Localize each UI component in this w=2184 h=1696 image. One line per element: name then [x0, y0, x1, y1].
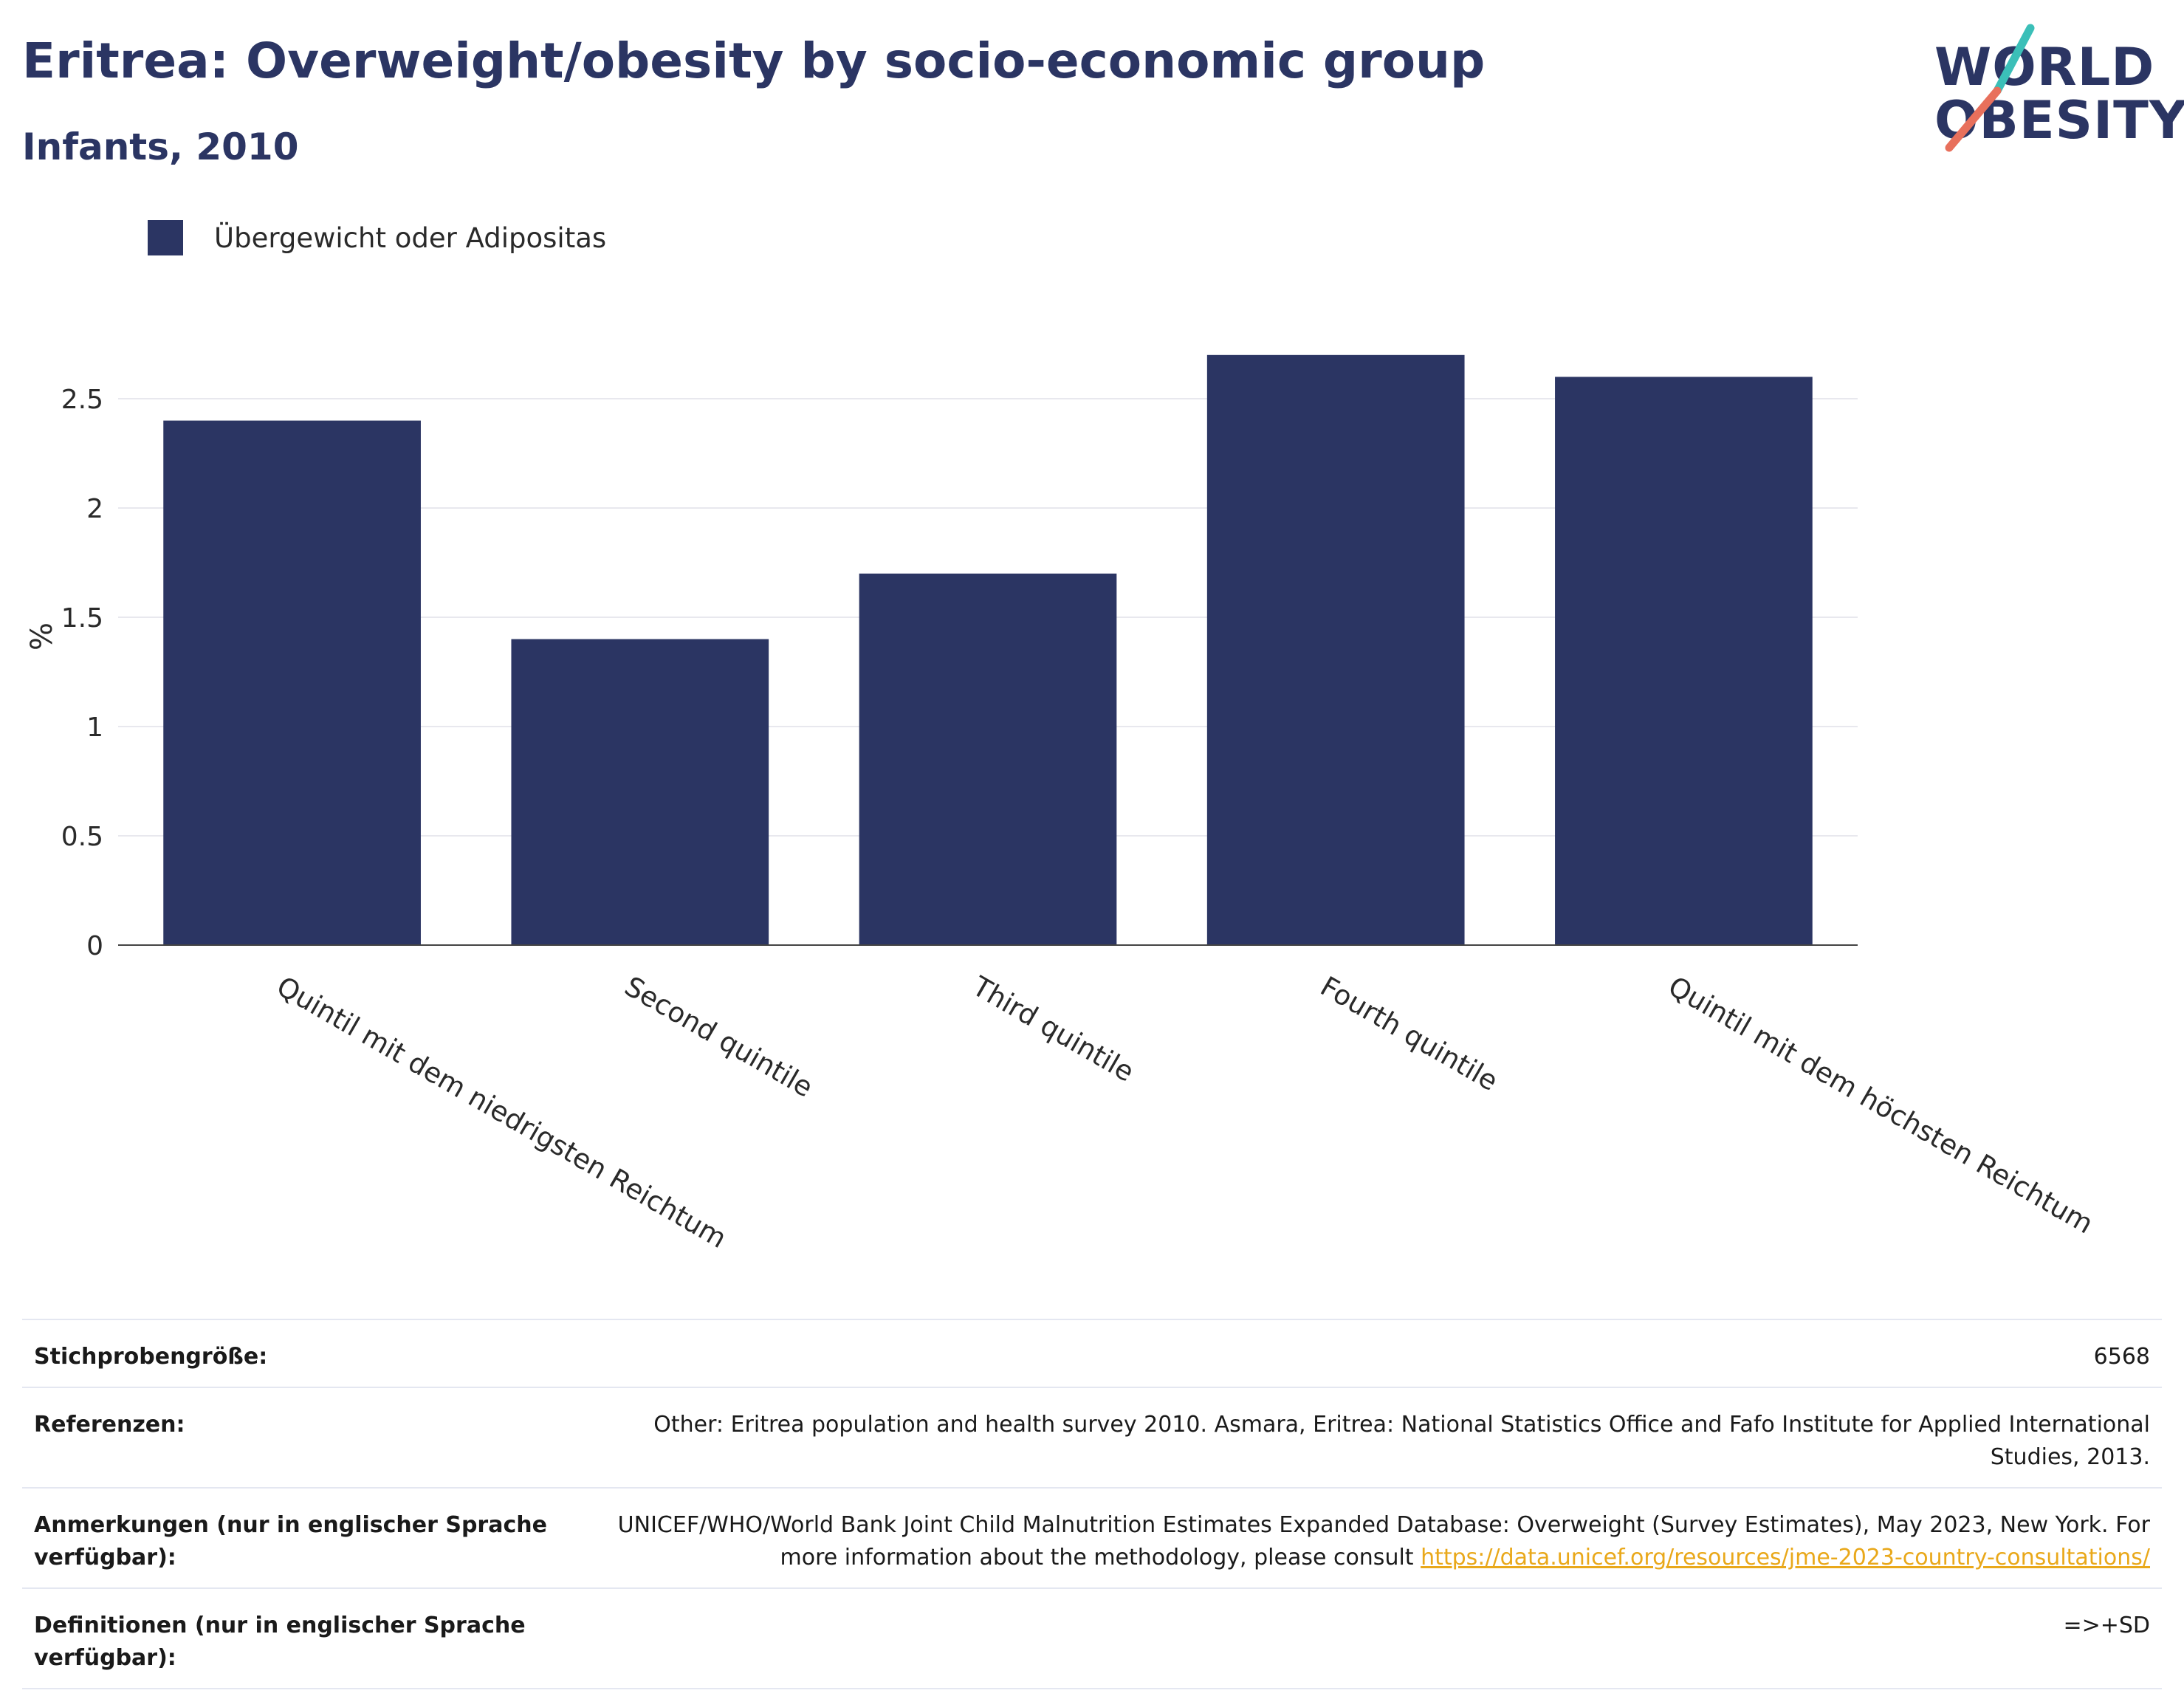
bar-1 — [163, 420, 421, 945]
x-tick-label: Third quintile — [966, 970, 1139, 1088]
info-row-notes: Anmerkungen (nur in englischer Sprache v… — [22, 1487, 2162, 1588]
chart-legend[interactable]: Übergewicht oder Adipositas — [148, 219, 606, 257]
y-tick-label: 2.5 — [61, 385, 103, 415]
bar-4 — [1206, 354, 1465, 945]
info-value: UNICEF/WHO/World Bank Joint Child Malnut… — [563, 1487, 2162, 1588]
info-label: Stichprobengröße: — [22, 1319, 563, 1387]
bar-2 — [511, 639, 769, 945]
bar-3 — [859, 573, 1117, 945]
info-label: Definitionen (nur in englischer Sprache … — [22, 1587, 563, 1689]
legend-label: Übergewicht oder Adipositas — [214, 222, 607, 254]
logo-line-1: WORLD — [1934, 37, 2155, 97]
y-axis-label: % — [25, 622, 59, 650]
bar-chart: 00.511.522.5%Quintil mit dem niedrigsten… — [25, 354, 2098, 1254]
info-table: Stichprobengröße: 6568 Referenzen: Other… — [22, 1319, 2162, 1689]
y-tick-label: 0 — [86, 931, 103, 961]
legend-swatch — [148, 220, 183, 255]
y-tick-label: 1.5 — [61, 603, 103, 634]
x-tick-label: Quintil mit dem höchsten Reichtum — [1663, 970, 2098, 1240]
chart-subtitle: Infants, 2010 — [22, 126, 299, 168]
info-row-sample-size: Stichprobengröße: 6568 — [22, 1319, 2162, 1387]
logo-slash-icon — [1945, 24, 2035, 152]
y-tick-label: 1 — [86, 713, 103, 743]
info-label: Anmerkungen (nur in englischer Sprache v… — [22, 1487, 563, 1588]
info-notes-text: UNICEF/WHO/World Bank Joint Child Malnut… — [617, 1512, 2150, 1570]
info-label: Referenzen: — [22, 1387, 563, 1488]
bar-5 — [1555, 377, 1813, 945]
methodology-link[interactable]: https://data.unicef.org/resources/jme-20… — [1421, 1545, 2150, 1570]
chart-title: Eritrea: Overweight/obesity by socio-eco… — [22, 32, 1486, 89]
y-tick-label: 2 — [86, 494, 103, 524]
y-tick-label: 0.5 — [61, 822, 103, 852]
x-tick-label: Fourth quintile — [1315, 970, 1503, 1097]
info-row-definitions: Definitionen (nur in englischer Sprache … — [22, 1587, 2162, 1689]
info-value: =>+SD — [563, 1587, 2162, 1689]
world-obesity-logo: WORLD OBESITY — [1920, 21, 2184, 161]
info-value: 6568 — [563, 1319, 2162, 1387]
x-tick-label: Second quintile — [619, 970, 819, 1103]
info-row-references: Referenzen: Other: Eritrea population an… — [22, 1387, 2162, 1488]
info-value: Other: Eritrea population and health sur… — [563, 1387, 2162, 1488]
